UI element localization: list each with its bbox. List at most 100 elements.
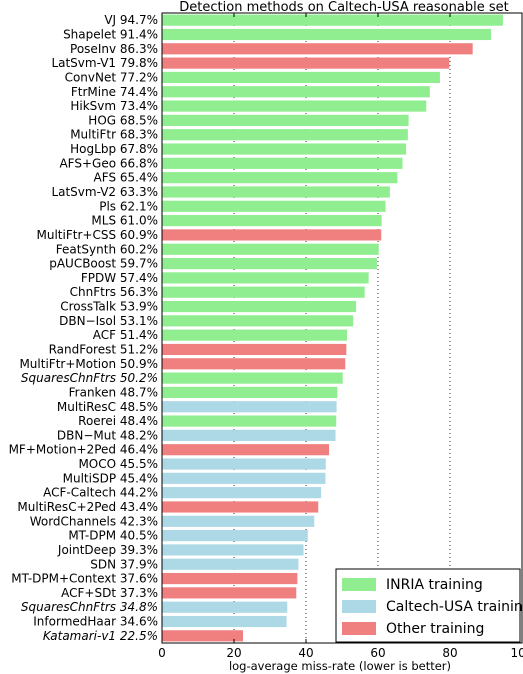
category-label: AFS 65.4%: [94, 171, 158, 185]
category-label: MultiFtr+CSS 60.9%: [37, 228, 158, 242]
bar: [162, 186, 390, 198]
bar: [162, 458, 326, 470]
bar: [162, 501, 319, 513]
bar: [162, 487, 322, 499]
bar: [162, 544, 304, 556]
x-tick-label: 0: [158, 646, 166, 660]
category-label: FeatSynth 60.2%: [56, 242, 158, 256]
bar: [162, 200, 386, 212]
bars-group: [162, 14, 503, 642]
category-label: MF+Motion+2Ped 46.4%: [9, 443, 158, 457]
bar: [162, 229, 382, 241]
bar: [162, 100, 427, 112]
category-label: HOG 68.5%: [88, 113, 158, 127]
category-label: HikSvm 73.4%: [70, 99, 158, 113]
bar: [162, 28, 492, 41]
bar: [162, 515, 315, 527]
category-label: SquaresChnFtrs 34.8%: [21, 600, 158, 614]
category-label: MLS 61.0%: [91, 214, 158, 228]
bar: [162, 372, 343, 384]
bar: [162, 415, 337, 427]
x-tick-label: 40: [298, 646, 313, 660]
bar: [162, 215, 382, 227]
bar: [162, 114, 409, 126]
category-label: HogLbp 67.8%: [70, 142, 158, 156]
bar: [162, 472, 326, 484]
category-label: Pls 62.1%: [99, 199, 158, 213]
category-label: InformedHaar 34.6%: [33, 615, 158, 629]
category-label: SquaresChnFtrs 50.2%: [21, 371, 158, 385]
plot-frame: [161, 12, 523, 644]
category-label: MultiFtr 68.3%: [70, 128, 158, 142]
category-label: ACF+SDt 37.3%: [61, 586, 158, 600]
category-label: AFS+Geo 66.8%: [59, 156, 158, 170]
category-label: ACF-Caltech 44.2%: [43, 486, 158, 500]
bar: [162, 401, 337, 413]
bar: [162, 172, 398, 184]
bar: [162, 86, 430, 98]
category-labels: VJ 94.7%Shapelet 91.4%PoseInv 86.3%LatSv…: [9, 13, 158, 643]
bar: [162, 343, 347, 356]
category-label: RandForest 51.2%: [49, 342, 158, 356]
bar: [162, 444, 330, 456]
category-label: LatSvm-V1 79.8%: [51, 56, 158, 70]
bar: [162, 630, 243, 642]
category-label: DBN−Isol 53.1%: [59, 314, 158, 328]
category-label: LatSvm-V2 63.3%: [51, 185, 158, 199]
legend: INRIA training Caltech-USA training Other …: [335, 568, 523, 643]
chart-title: Detection methods on Caltech-USA reasona…: [179, 0, 508, 15]
x-tick-label: 20: [226, 646, 241, 660]
bar: [162, 71, 440, 84]
category-label: SDN 37.9%: [90, 557, 158, 571]
category-label: Roerei 48.4%: [78, 414, 158, 428]
x-tick-label: 60: [370, 646, 385, 660]
bar: [162, 572, 298, 585]
bar: [162, 558, 299, 570]
category-label: MT-DPM+Context 37.6%: [11, 572, 158, 586]
category-label: VJ 94.7%: [104, 13, 158, 27]
bar: [162, 358, 346, 370]
bar: [162, 57, 450, 69]
category-label: JointDeep 39.3%: [57, 543, 158, 557]
bar: [162, 272, 369, 284]
category-label: ACF 51.4%: [93, 328, 158, 342]
bar: [162, 43, 473, 55]
x-tick-label: 100: [511, 646, 523, 660]
legend-swatch: [342, 600, 376, 613]
bar: [162, 530, 308, 542]
bar: [162, 129, 408, 141]
category-label: Franken 48.7%: [69, 385, 158, 399]
bar: [162, 429, 336, 441]
category-label: Katamari-v1 22.5%: [43, 629, 158, 643]
category-label: FtrMine 74.4%: [71, 85, 158, 99]
bar: [162, 601, 288, 613]
category-label: FPDW 57.4%: [81, 271, 158, 285]
bar: [162, 587, 297, 599]
category-label: pAUCBoost 59.7%: [49, 257, 158, 271]
category-label: ChnFtrs 56.3%: [70, 285, 158, 299]
category-label: MultiFtr+Motion 50.9%: [19, 357, 158, 371]
bar: [162, 386, 338, 399]
bar: [162, 286, 365, 298]
bar: [162, 615, 287, 628]
category-label: ConvNet 77.2%: [65, 70, 158, 84]
legend-label: Other training: [386, 621, 484, 637]
bar: [162, 257, 377, 270]
category-label: WordChannels 42.3%: [30, 514, 158, 528]
bar: [162, 143, 407, 155]
category-label: MultiSDP 45.4%: [63, 471, 158, 485]
bar: [162, 315, 354, 327]
bar: [162, 14, 503, 26]
bar: [162, 157, 403, 169]
bar: [162, 329, 348, 341]
legend-label: INRIA training: [386, 577, 483, 593]
x-axis-label: log-average miss-rate (lower is better): [229, 659, 451, 673]
category-label: MultiResC+2Ped 43.4%: [17, 500, 158, 514]
category-label: CrossTalk 53.9%: [60, 300, 158, 314]
x-tick-label: 80: [442, 646, 457, 660]
legend-label: Caltech-USA training: [386, 599, 523, 615]
category-label: MOCO 45.5%: [78, 457, 158, 471]
category-label: MultiResC 48.5%: [57, 400, 158, 414]
bar: [162, 243, 379, 255]
